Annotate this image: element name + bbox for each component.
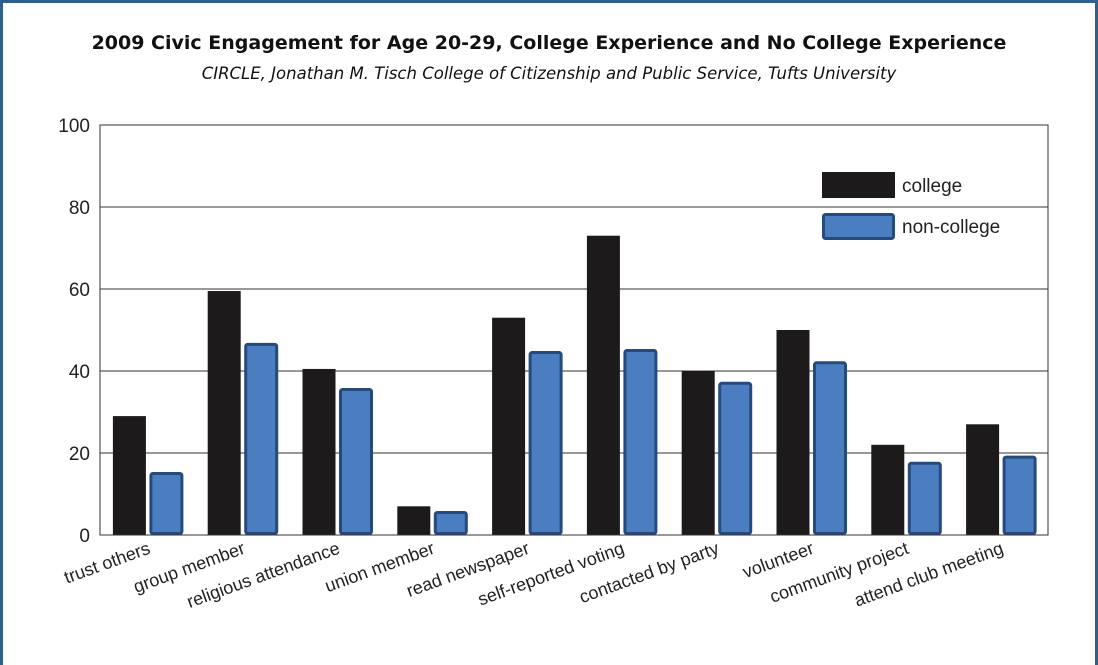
plot-border xyxy=(99,124,1049,536)
bar-college xyxy=(681,371,715,535)
bar-non-college xyxy=(433,510,468,536)
bar-non-college xyxy=(244,342,279,535)
bar-college xyxy=(966,424,1000,535)
bar-non-college xyxy=(149,472,184,535)
bar-college xyxy=(302,368,336,535)
y-tick-label: 60 xyxy=(69,280,90,301)
y-tick-label: 20 xyxy=(69,444,90,465)
legend-swatch-non-college xyxy=(822,213,895,240)
bar-non-college xyxy=(907,461,942,535)
legend-label-college: college xyxy=(902,176,962,197)
legend-label-non-college: non-college xyxy=(902,217,1000,238)
bar-non-college xyxy=(718,381,753,535)
y-tick-label: 40 xyxy=(69,362,90,383)
y-tick-label: 0 xyxy=(79,526,90,547)
legend: college non-college xyxy=(822,172,1000,240)
bar-college xyxy=(492,317,526,535)
bars xyxy=(112,235,1037,536)
bar-non-college xyxy=(623,349,658,535)
bar-non-college xyxy=(528,351,563,535)
y-tick-label: 100 xyxy=(58,116,90,137)
bar-college xyxy=(112,416,146,535)
chart-subtitle: CIRCLE, Jonathan M. Tisch College of Cit… xyxy=(201,64,897,83)
bar-college xyxy=(586,235,620,535)
chart-title: 2009 Civic Engagement for Age 20-29, Col… xyxy=(91,32,1007,54)
y-axis-ticks: 0 20 40 60 80 100 xyxy=(58,116,90,547)
bar-college xyxy=(871,444,905,535)
bar-non-college xyxy=(1002,455,1037,536)
bar-college xyxy=(776,330,810,535)
legend-swatch-college xyxy=(822,172,895,198)
bar-college xyxy=(207,291,241,535)
bar-college xyxy=(397,506,431,535)
bar-non-college xyxy=(339,387,373,536)
bar-non-college xyxy=(813,361,847,535)
y-tick-label: 80 xyxy=(69,198,90,219)
